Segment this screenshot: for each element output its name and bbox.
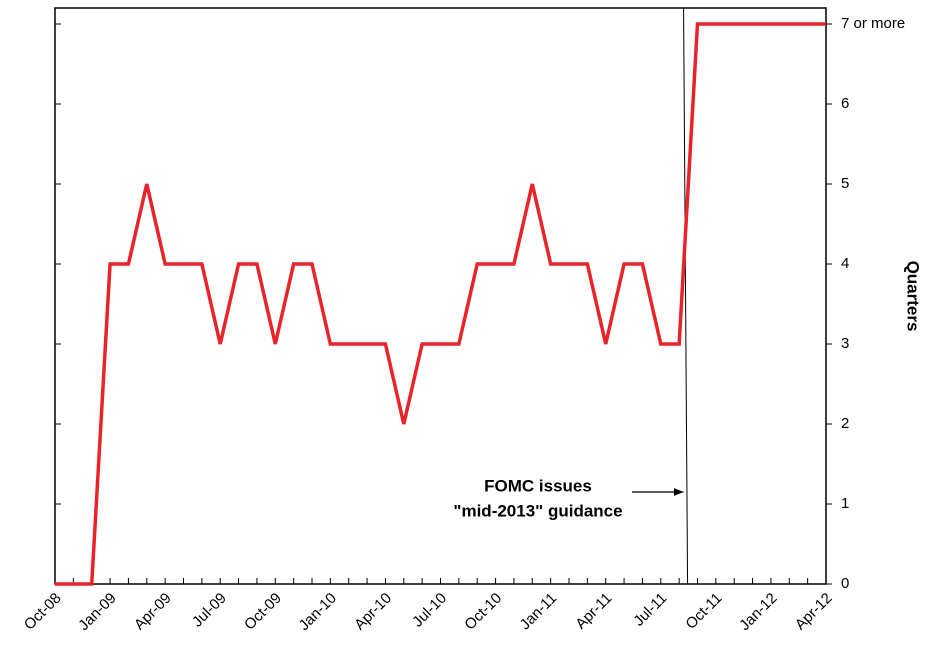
y-tick-label: 1: [841, 495, 849, 512]
data-line: [55, 22, 826, 586]
x-tick-label: Jul-11: [630, 590, 670, 630]
y-tick-label: 3: [841, 335, 849, 352]
x-tick-label: Jul-10: [409, 590, 450, 631]
x-tick-label: Apr-09: [131, 590, 175, 634]
y-tick-label: 4: [841, 255, 849, 272]
x-tick-label: Jan-09: [75, 590, 119, 634]
annotation-text: FOMC issues: [484, 476, 592, 495]
y-tick-label: 7 or more: [841, 15, 905, 32]
x-tick-label: Oct-08: [21, 590, 65, 634]
x-tick-label: Jan-12: [736, 590, 780, 634]
x-tick-label: Oct-09: [241, 590, 285, 634]
plot-frame: [54, 7, 827, 585]
x-tick-label: Jan-10: [296, 590, 340, 634]
y-axis-title: Quarters: [904, 261, 923, 332]
x-tick-label: Apr-12: [792, 590, 836, 634]
y-tick-label: 2: [841, 415, 849, 432]
annotation-text: "mid-2013" guidance: [453, 501, 622, 520]
x-tick-label: Oct-10: [461, 590, 505, 634]
event-line: [683, 7, 689, 585]
x-tick-label: Jul-09: [189, 590, 230, 631]
y-tick-label: 0: [841, 575, 849, 592]
y-tick-label: 5: [841, 175, 849, 192]
x-tick-label: Apr-11: [572, 590, 615, 633]
x-tick-label: Oct-11: [682, 590, 725, 633]
y-tick-label: 6: [841, 95, 849, 112]
x-tick-label: Jan-11: [517, 590, 561, 634]
x-tick-label: Apr-10: [351, 590, 395, 634]
